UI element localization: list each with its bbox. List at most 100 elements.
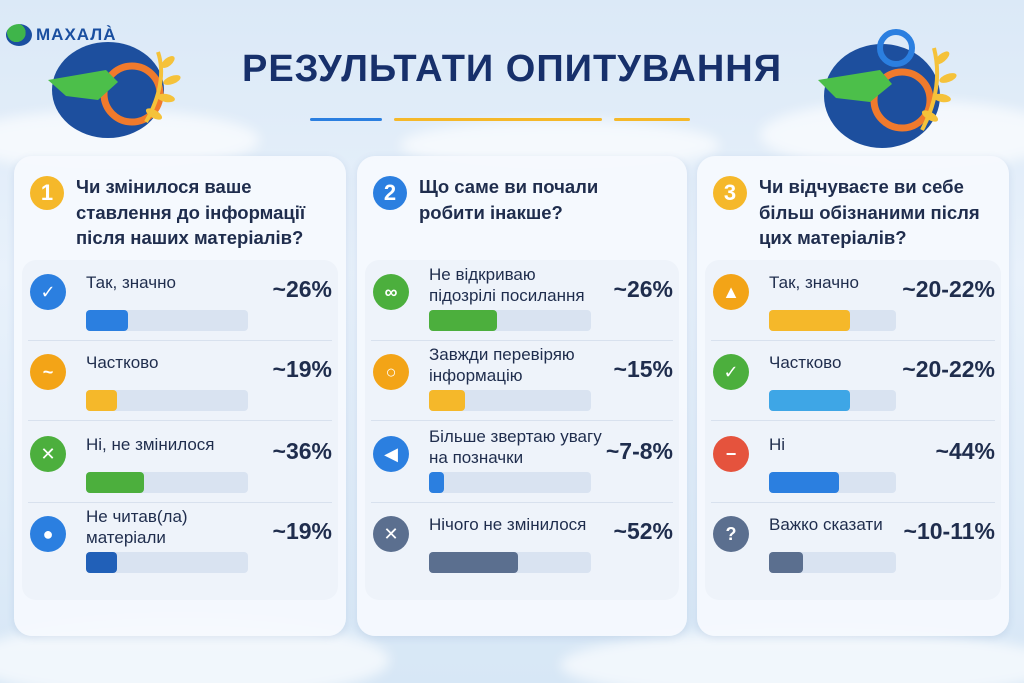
answer-percentage: ~15%	[613, 356, 673, 382]
answer-bar-track	[86, 472, 248, 493]
magnifier-icon: ○	[373, 354, 409, 390]
cross-icon: ✕	[30, 436, 66, 472]
question-number-badge: 3	[713, 176, 747, 210]
answer-percentage: ~20-22%	[902, 276, 995, 302]
answer-percentage: ~26%	[272, 276, 332, 302]
question-number-badge: 1	[30, 176, 64, 210]
question-text: Чи відчуваєте ви себе більш обізнаними пі…	[759, 174, 1001, 251]
brand-logo: МАХАЛÀ	[6, 24, 116, 46]
question-line: ставлення до інформації	[76, 201, 306, 223]
answer-label: Частково	[86, 352, 268, 373]
answer-percentage: ~26%	[613, 276, 673, 302]
user-icon: ●	[30, 516, 66, 552]
answer-percentage: ~52%	[613, 518, 673, 544]
answer-label: Важко сказати	[769, 514, 931, 535]
check-icon: ✓	[713, 354, 749, 390]
answer-label-line: матеріали	[86, 528, 166, 548]
question-line: Чи відчуваєте ви себе	[759, 176, 964, 197]
answer-label: Не читав(ла) матеріали	[86, 506, 268, 549]
question-line: робити інакше?	[419, 201, 563, 223]
answer-bar-track	[86, 390, 248, 411]
title-underline-yellow-short	[614, 118, 690, 121]
row-divider	[371, 502, 673, 503]
minus-icon: −	[713, 436, 749, 472]
cloud	[560, 630, 1024, 683]
answer-label-line: інформацію	[429, 366, 523, 386]
answer-label-line: підозрілі посилання	[429, 286, 585, 306]
answer-label-line: Важко сказати	[769, 515, 883, 534]
answer-bar-fill	[86, 310, 129, 331]
answer-label-line: Не відкриваю	[429, 265, 536, 284]
answer-bar-track	[769, 552, 896, 573]
answer-label: Так, значно	[86, 272, 268, 293]
answer-bar-fill	[769, 472, 839, 493]
answer-percentage: ~7-8%	[605, 438, 673, 464]
answer-label-line: Нічого не змінилося	[429, 515, 587, 534]
answer-percentage: ~36%	[272, 438, 332, 464]
answer-label: Так, значно	[769, 272, 931, 293]
link-icon: ∞	[373, 274, 409, 310]
question-number-badge: 2	[373, 176, 407, 210]
answer-bar-fill	[769, 390, 851, 411]
answer-label: Ні	[769, 434, 931, 455]
answer-bar-fill	[429, 472, 444, 493]
page-title: РЕЗУЛЬТАТИ ОПИТУВАННЯ	[241, 48, 783, 90]
question-line: цих матеріалів?	[759, 227, 907, 249]
answer-bar-fill	[429, 552, 519, 573]
question-line: Чи змінилося ваше	[76, 176, 252, 197]
answer-bar-track	[769, 390, 896, 411]
answer-label: Нічого не змінилося	[429, 514, 609, 535]
answer-bar-fill	[769, 552, 804, 573]
answer-label-line: Ні, не змінилося	[86, 435, 215, 454]
row-divider	[371, 340, 673, 341]
answer-bar-track	[429, 552, 591, 573]
answer-bar-fill	[86, 472, 145, 493]
check-icon: ✓	[30, 274, 66, 310]
answer-label-line: Частково	[769, 353, 842, 372]
answer-percentage: ~19%	[272, 518, 332, 544]
answer-bar-track	[429, 310, 591, 331]
answer-label-line: Так, значно	[86, 273, 176, 292]
answer-bar-fill	[429, 310, 498, 331]
answer-label: Завжди перевіряю інформацію	[429, 344, 609, 387]
answer-bar-track	[769, 472, 896, 493]
answer-bar-track	[86, 310, 248, 331]
answer-label: Ні, не змінилося	[86, 434, 268, 455]
answer-percentage: ~19%	[272, 356, 332, 382]
answer-bar-fill	[429, 390, 465, 411]
answer-label: Не відкриваю підозрілі посилання	[429, 264, 609, 307]
question-icon: ?	[713, 516, 749, 552]
question-line: більш обізнаними після	[759, 201, 980, 223]
survey-card-2: 2 Що саме ви почали робити інакше? ∞ Не відк…	[357, 156, 687, 636]
row-divider	[28, 502, 332, 503]
tilde-icon: ~	[30, 354, 66, 390]
row-divider	[371, 420, 673, 421]
answer-label-line: Завжди перевіряю	[429, 345, 575, 364]
megaphone-icon: ◀	[373, 436, 409, 472]
survey-card-1: 1 Чи змінилося ваше ставлення до інформаці…	[14, 156, 346, 636]
row-divider	[28, 340, 332, 341]
row-divider	[711, 340, 995, 341]
question-text: Що саме ви почали робити інакше?	[419, 174, 679, 225]
answer-bar-fill	[86, 552, 117, 573]
answer-bar-track	[429, 472, 591, 493]
answer-percentage: ~20-22%	[902, 356, 995, 382]
answer-label: Частково	[769, 352, 931, 373]
cross-icon: ✕	[373, 516, 409, 552]
row-divider	[711, 502, 995, 503]
thumbs-up-icon: ▲	[713, 274, 749, 310]
answer-percentage: ~10-11%	[903, 518, 995, 544]
question-line: Що саме ви почали	[419, 176, 599, 197]
brand-name: МАХАЛÀ	[36, 25, 117, 44]
answer-bar-track	[429, 390, 591, 411]
answer-bar-fill	[86, 390, 117, 411]
question-line: після наших матеріалів?	[76, 227, 304, 249]
title-underline-blue	[310, 118, 382, 121]
answer-bar-track	[86, 552, 248, 573]
answer-label-line: Так, значно	[769, 273, 859, 292]
row-divider	[28, 420, 332, 421]
question-text: Чи змінилося ваше ставлення до інформації…	[76, 174, 338, 251]
answer-bar-fill	[769, 310, 851, 331]
left-emblem-icon	[48, 42, 181, 138]
answer-label-line: Не читав(ла)	[86, 507, 188, 526]
